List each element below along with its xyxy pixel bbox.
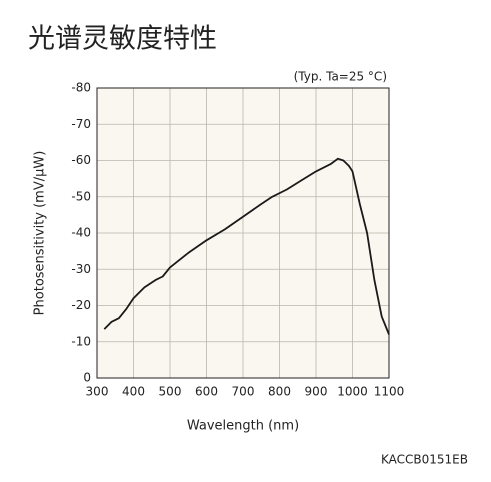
x-tick-label: 1000 [337, 385, 368, 399]
data-line [103, 157, 390, 335]
x-axis-label: Wavelength (nm) [187, 419, 299, 434]
y-tick-label: -10 [71, 334, 91, 348]
x-tick-label: 1100 [374, 385, 405, 399]
plot-frame [96, 87, 390, 379]
y-tick-label: -50 [71, 189, 91, 203]
annotation: (Typ. Ta=25 °C) [294, 70, 387, 84]
x-tick-label: 700 [232, 385, 255, 399]
x-tick-label: 900 [305, 385, 328, 399]
y-axis-label: Photosensitivity (mV/μW) [33, 151, 48, 316]
y-tick-label: -20 [71, 298, 91, 312]
chart-title: 光谱灵敏度特性 [28, 24, 217, 55]
y-tick-label: -80 [71, 81, 91, 95]
figure-code: KACCB0151EB [381, 453, 468, 467]
y-tick-label: -70 [71, 117, 91, 131]
x-tick-label: 300 [86, 385, 109, 399]
x-tick-label: 500 [159, 385, 182, 399]
y-tick-label: -30 [71, 262, 91, 276]
x-tick-label: 600 [195, 385, 218, 399]
x-tick-label: 400 [122, 385, 145, 399]
y-tick-label: -60 [71, 153, 91, 167]
y-tick-label: -40 [71, 226, 91, 240]
y-tick-label: 0 [83, 371, 91, 385]
x-tick-label: 800 [268, 385, 291, 399]
